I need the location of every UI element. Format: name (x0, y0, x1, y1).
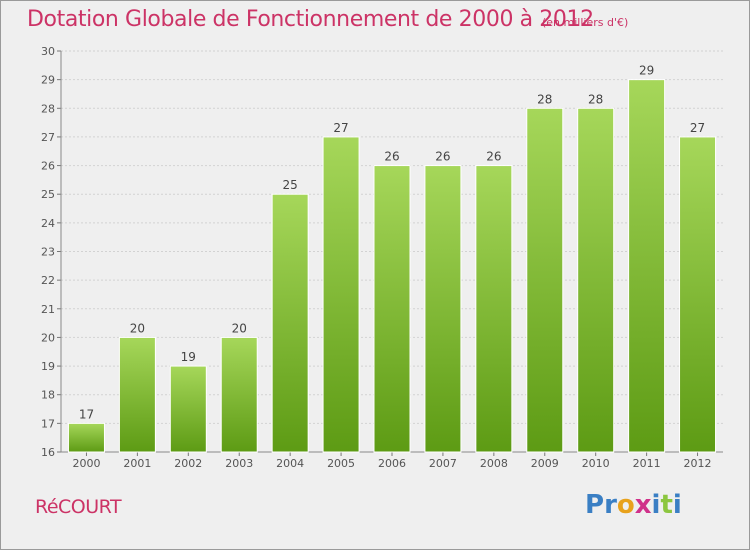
value-label: 28 (588, 92, 603, 106)
chart-title: Dotation Globale de Fonctionnement de 20… (27, 7, 594, 32)
value-label: 20 (232, 321, 247, 335)
y-tick-label: 22 (41, 274, 55, 287)
bar-2003 (220, 336, 258, 453)
bars (67, 79, 717, 453)
x-tick-label: 2008 (480, 457, 508, 470)
value-label: 26 (486, 150, 501, 164)
value-label: 25 (283, 178, 298, 192)
bar-2000 (67, 422, 105, 453)
x-tick-label: 2003 (225, 457, 253, 470)
x-tick-label: 2010 (582, 457, 610, 470)
labels: 16 17 18 19 20 21 22 23 24 25 26 27 28 29 30 17 2000 20 20… (41, 45, 712, 470)
y-tick-label: 20 (41, 331, 55, 344)
bar-2006 (373, 165, 411, 453)
chart-unit-subtitle: (en milliers d'€) (542, 16, 629, 29)
y-tick-label: 28 (41, 102, 55, 115)
bar-2007 (424, 165, 462, 453)
value-label: 20 (130, 321, 145, 335)
bar-2009 (526, 107, 564, 453)
x-tick-label: 2004 (276, 457, 304, 470)
y-tick-label: 21 (41, 303, 55, 316)
x-tick-label: 2012 (684, 457, 712, 470)
logo-letter: o (616, 490, 635, 520)
x-tick-label: 2005 (327, 457, 355, 470)
x-tick-label: 2007 (429, 457, 457, 470)
bar-2011 (628, 79, 666, 453)
y-tick-label: 29 (41, 74, 55, 87)
logo-letter: t (660, 490, 673, 520)
logo-letter: P (585, 490, 605, 520)
bar-2004 (271, 193, 309, 453)
logo-letter: i (672, 490, 682, 520)
y-tick-label: 17 (41, 417, 55, 430)
value-label: 19 (181, 350, 196, 364)
y-tick-label: 19 (41, 360, 55, 373)
y-tick-label: 27 (41, 131, 55, 144)
y-tick-label: 18 (41, 389, 55, 402)
commune-name: RéCOURT (35, 496, 122, 518)
y-tick-label: 26 (41, 160, 55, 173)
value-label: 17 (79, 407, 94, 421)
proxiti-logo[interactable]: Proxiti (585, 490, 682, 520)
logo-letter: x (634, 490, 652, 520)
value-label: 28 (537, 92, 552, 106)
bar-2002 (169, 365, 207, 453)
value-label: 27 (333, 121, 348, 135)
y-tick-label: 30 (41, 45, 55, 58)
x-tick-label: 2006 (378, 457, 406, 470)
value-label: 26 (435, 150, 450, 164)
bar-2012 (679, 136, 717, 453)
value-label: 26 (384, 150, 399, 164)
x-tick-label: 2011 (633, 457, 661, 470)
y-tick-label: 16 (41, 446, 55, 459)
logo-letter: r (604, 490, 617, 520)
x-tick-label: 2000 (72, 457, 100, 470)
y-tick-label: 24 (41, 217, 55, 230)
bar-2001 (118, 336, 156, 453)
bar-2010 (577, 107, 615, 453)
value-label: 27 (690, 121, 705, 135)
logo-letter: i (651, 490, 661, 520)
bar-2005 (322, 136, 360, 453)
value-label: 29 (639, 64, 654, 78)
bar-2008 (475, 165, 513, 453)
x-tick-label: 2001 (123, 457, 151, 470)
y-tick-label: 25 (41, 188, 55, 201)
y-tick-label: 23 (41, 246, 55, 259)
x-tick-label: 2002 (174, 457, 202, 470)
x-tick-label: 2009 (531, 457, 559, 470)
